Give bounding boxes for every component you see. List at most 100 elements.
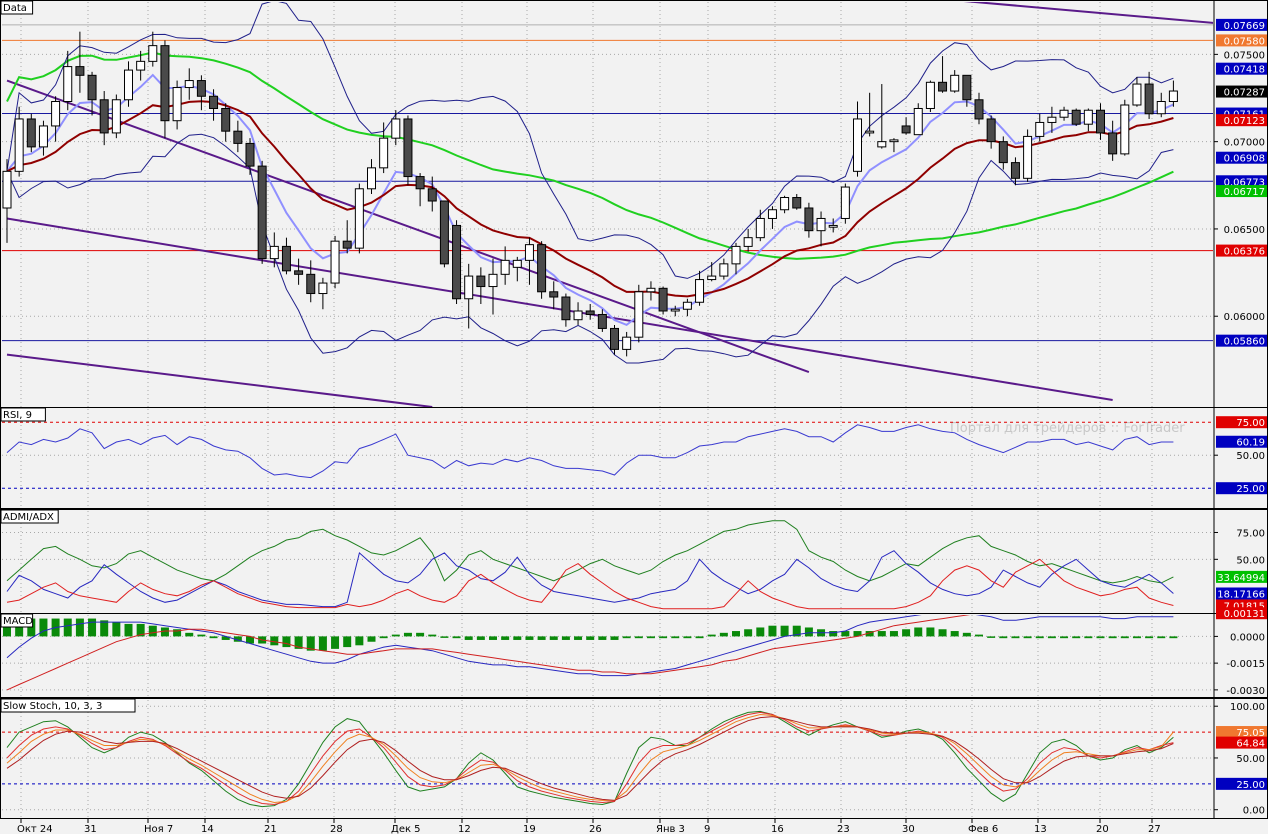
histogram-bar — [306, 636, 315, 651]
x-tick-label: Фев 6 — [968, 824, 998, 834]
value-label: 60.19 — [1236, 438, 1265, 449]
histogram-bar — [659, 636, 668, 639]
candle-body — [26, 118, 36, 148]
x-axis-band — [0, 819, 1268, 834]
x-tick-label: 21 — [264, 824, 277, 834]
candle-body — [974, 99, 984, 120]
x-tick-label: 14 — [201, 824, 214, 834]
histogram-bar — [124, 623, 133, 637]
y-tick-label: 75.00 — [1236, 528, 1265, 539]
histogram-bar — [549, 636, 558, 640]
indicator-line-2 — [6, 558, 1174, 610]
candle-body — [901, 125, 911, 134]
panel-1: RSI, 9 50.00 75.00 60.19 25.00 — [0, 407, 1268, 509]
candle-body — [1156, 101, 1166, 115]
histogram-bar — [318, 636, 327, 651]
panel-plot-area — [2, 2, 1213, 407]
candle-body — [610, 327, 619, 350]
histogram-bar — [683, 636, 692, 639]
candle-body — [427, 188, 437, 202]
indicator-line-1 — [6, 550, 1174, 608]
ma-green-line — [6, 51, 1174, 260]
histogram-bar — [1132, 636, 1141, 639]
value-label: 0.06908 — [1224, 154, 1265, 165]
indicator-line-1 — [6, 615, 971, 691]
x-tick-label: 27 — [1148, 824, 1161, 834]
histogram-bar — [343, 636, 352, 648]
candle-body — [950, 74, 960, 92]
histogram-bar — [1108, 636, 1117, 639]
histogram-bar — [501, 636, 510, 640]
histogram-bar — [829, 631, 838, 637]
histogram-bar — [160, 627, 169, 637]
watermark: Портал для трейдеров :: ForTrader — [950, 421, 1185, 436]
histogram-bar — [1047, 636, 1056, 639]
indicator-line-1 — [6, 711, 1174, 806]
indicator-line-0 — [6, 520, 1174, 584]
candle-body — [415, 176, 425, 190]
histogram-bar — [999, 636, 1008, 639]
candle-body — [634, 291, 644, 338]
x-tick-label: 20 — [1096, 824, 1109, 834]
candle-body — [63, 66, 73, 103]
x-tick-label: 13 — [1034, 824, 1047, 834]
candle-body — [500, 259, 510, 275]
y-tick-label: 50.00 — [1236, 555, 1265, 566]
candle-body — [731, 245, 741, 265]
panel-title: Data — [3, 3, 27, 14]
candle-body — [828, 224, 838, 228]
candle-body — [524, 244, 534, 261]
histogram-bar — [598, 636, 607, 640]
candle-body — [306, 273, 316, 295]
histogram-bar — [1145, 636, 1154, 639]
candle-body — [1010, 162, 1020, 179]
histogram-bar — [63, 618, 72, 637]
y-tick-label: 0.07000 — [1224, 138, 1265, 149]
histogram-bar — [75, 618, 84, 637]
panel-title-box — [0, 613, 34, 628]
histogram-bar — [39, 618, 48, 637]
indicator-line-0 — [6, 710, 1174, 808]
histogram-bar — [671, 636, 680, 639]
value-label: 75.00 — [1236, 418, 1265, 429]
histogram-bar — [938, 629, 947, 637]
candle-body — [622, 336, 632, 350]
candle-body — [330, 240, 340, 284]
value-label: 75.05 — [1236, 728, 1265, 739]
x-tick-label: Окт 24 — [17, 824, 53, 834]
panel-plot-area — [2, 700, 1213, 818]
candle-body — [269, 245, 279, 260]
histogram-bar — [914, 627, 923, 637]
value-label-box — [1216, 85, 1267, 98]
candle-body — [148, 45, 158, 62]
candle-body — [1083, 109, 1093, 125]
x-tick-label: 28 — [330, 824, 343, 834]
panel-title-box — [0, 0, 34, 15]
x-tick-label: 31 — [84, 824, 97, 834]
value-label-box — [1216, 62, 1267, 75]
candle-body — [998, 141, 1008, 164]
value-label-box — [1216, 736, 1267, 749]
candle-body — [75, 66, 85, 76]
candle-body — [403, 118, 413, 178]
value-label-box — [1216, 777, 1267, 790]
trendline — [6, 353, 433, 407]
panel-plot-area — [2, 511, 1213, 613]
histogram-bar — [804, 627, 813, 637]
candle-body — [99, 99, 109, 134]
histogram-bar — [889, 631, 898, 637]
panel-title-box — [0, 407, 46, 422]
candle-body — [464, 275, 474, 300]
histogram-bar — [233, 636, 242, 642]
x-tick-label: 16 — [771, 824, 784, 834]
candle-body — [755, 217, 765, 239]
candle-body — [2, 170, 12, 209]
histogram-bar — [367, 636, 376, 642]
candle-body — [233, 130, 243, 144]
candle-body — [792, 197, 802, 209]
histogram-bar — [537, 636, 546, 640]
candle-body — [840, 186, 850, 219]
histogram-bar — [877, 631, 886, 637]
candle-body — [767, 209, 777, 219]
